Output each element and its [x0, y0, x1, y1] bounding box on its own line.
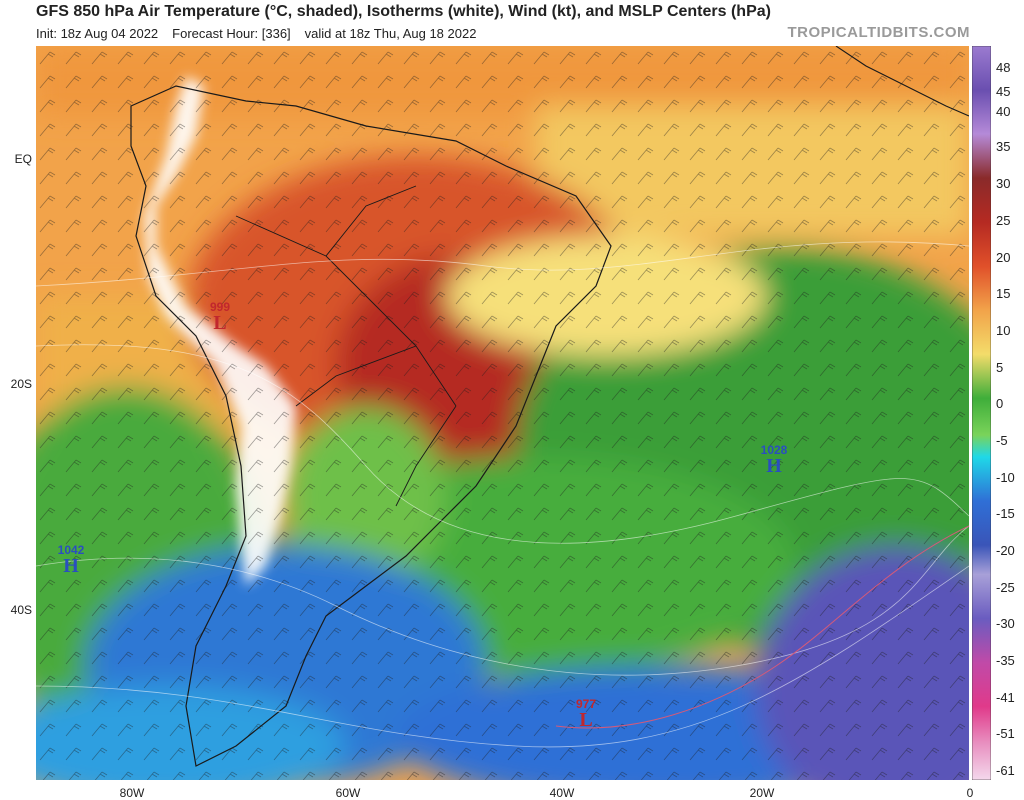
- temperature-colorbar: [971, 45, 992, 781]
- colorbar-label: -10: [996, 470, 1015, 485]
- map-field: [36, 46, 969, 780]
- valid-time: valid at 18z Thu, Aug 18 2022: [304, 26, 477, 41]
- colorbar-label: -61: [996, 763, 1015, 778]
- colorbar-label: 0: [996, 396, 1004, 411]
- lon-label-20w: 20W: [749, 786, 775, 800]
- africa-coast: [835, 46, 969, 117]
- low-center-999: 999 L: [209, 300, 231, 334]
- colorbar-label: -20: [996, 543, 1015, 558]
- init-time: Init: 18z Aug 04 2022: [36, 26, 159, 41]
- freezing-line: [555, 525, 969, 729]
- colorbar-label: 15: [996, 286, 1011, 301]
- colorbar-label: -25: [996, 580, 1015, 595]
- colorbar-label: 10: [996, 323, 1011, 338]
- colorbar-label: 5: [996, 360, 1004, 375]
- temperature-map: [36, 46, 969, 780]
- high-center-1028: 1028 H: [760, 443, 788, 477]
- colorbar-gradient: [971, 45, 992, 781]
- colorbar-label: -41: [996, 690, 1015, 705]
- colorbar-label: 48: [996, 60, 1011, 75]
- lat-label-40s: 40S: [10, 603, 32, 617]
- low-center-977: 977 L: [575, 697, 597, 731]
- colorbar-label: 25: [996, 213, 1011, 228]
- forecast-hour: Forecast Hour: [336]: [172, 26, 291, 41]
- lon-label-60w: 60W: [335, 786, 361, 800]
- wind-barbs: [36, 46, 969, 780]
- lat-label-20s: 20S: [10, 377, 32, 391]
- colorbar-label: 30: [996, 176, 1011, 191]
- lat-label-eq: EQ: [14, 152, 32, 166]
- lon-label-80w: 80W: [119, 786, 145, 800]
- isotherms: [36, 241, 969, 748]
- colorbar-label: 20: [996, 250, 1011, 265]
- init-line: Init: 18z Aug 04 2022 Forecast Hour: [336…: [36, 26, 476, 41]
- lon-label-40w: 40W: [549, 786, 575, 800]
- colorbar-label: 40: [996, 104, 1011, 119]
- map-title: GFS 850 hPa Air Temperature (°C, shaded)…: [36, 3, 771, 20]
- colorbar-label: -35: [996, 653, 1015, 668]
- country-borders: [235, 185, 457, 507]
- coastline: [130, 85, 612, 767]
- lon-label-0: 0: [966, 786, 974, 800]
- colorbar-label: 35: [996, 139, 1011, 154]
- high-center-1042: 1042 H: [57, 543, 85, 577]
- site-credit: TROPICALTIDBITS.COM: [787, 24, 970, 41]
- colorbar-label: -5: [996, 433, 1008, 448]
- colorbar-label: -51: [996, 726, 1015, 741]
- colorbar-label: -30: [996, 616, 1015, 631]
- colorbar-label: 45: [996, 84, 1011, 99]
- colorbar-label: -15: [996, 506, 1015, 521]
